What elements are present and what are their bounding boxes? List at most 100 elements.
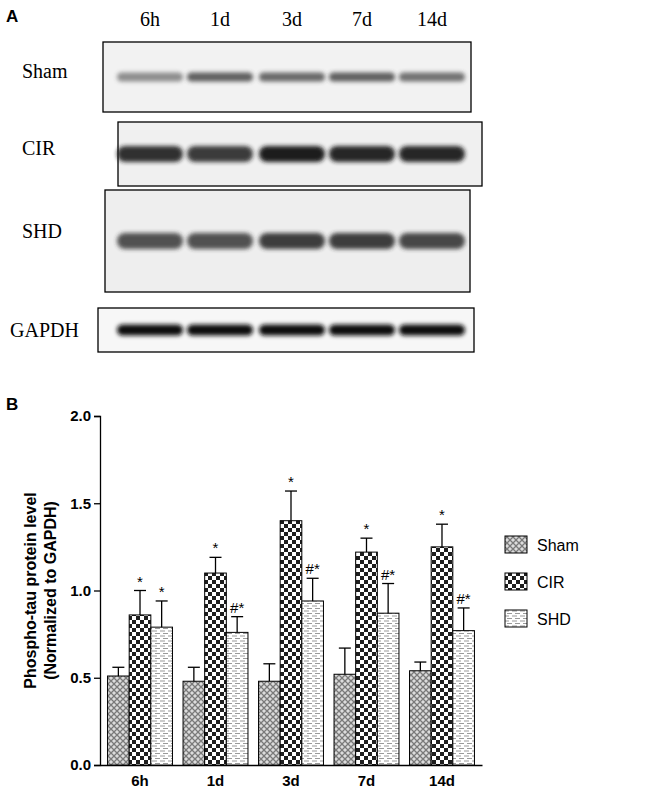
significance-mark: #* xyxy=(230,599,244,616)
x-tick: 14d xyxy=(429,765,455,789)
error-bar xyxy=(360,538,372,552)
x-tick-label: 3d xyxy=(282,772,300,789)
blot-frame xyxy=(118,122,482,186)
error-bar-cap xyxy=(458,607,470,608)
error-bar xyxy=(382,584,394,614)
error-bar xyxy=(307,578,319,601)
error-bar-cap xyxy=(339,647,351,648)
legend: ShamCIRSHD xyxy=(505,536,579,628)
bar xyxy=(129,615,151,765)
legend-swatch xyxy=(505,573,527,590)
blot-frame xyxy=(98,308,474,352)
x-tick-label: 1d xyxy=(207,772,225,789)
blot-band xyxy=(117,325,183,336)
y-axis: 0.00.51.01.52.0 xyxy=(70,407,100,773)
significance-mark: * xyxy=(288,473,294,490)
legend-label: CIR xyxy=(537,574,565,591)
x-tick-label: 6h xyxy=(131,772,149,789)
blot-band xyxy=(117,146,183,162)
blot-band xyxy=(259,325,325,336)
annotations: ******#*#*#*#* xyxy=(137,473,471,616)
y-axis-title: (Normalized to GAPDH) xyxy=(42,501,59,680)
error-bar-stem xyxy=(344,648,345,674)
significance-mark: * xyxy=(137,573,143,590)
x-tick: 3d xyxy=(282,765,300,789)
error-bar xyxy=(436,524,448,547)
bar xyxy=(183,681,205,765)
error-bar xyxy=(414,662,426,671)
y-tick-label: 2.0 xyxy=(70,407,91,424)
bar xyxy=(334,674,356,765)
blot-band xyxy=(329,233,395,249)
y-tick: 0.0 xyxy=(70,756,100,773)
error-bar-stem xyxy=(441,524,442,547)
significance-mark: #* xyxy=(381,566,395,583)
legend-swatch xyxy=(505,536,527,553)
lane-label: 3d xyxy=(282,8,302,30)
lane-label: 14d xyxy=(417,8,447,30)
error-bar-cap xyxy=(307,578,319,579)
error-bar-cap xyxy=(382,583,394,584)
y-tick-mark xyxy=(94,678,100,679)
significance-mark: * xyxy=(364,520,370,537)
y-tick: 1.5 xyxy=(70,495,100,512)
blot-band xyxy=(329,146,395,162)
error-bar xyxy=(231,617,243,633)
y-tick-mark xyxy=(94,590,100,591)
bar xyxy=(151,627,173,765)
error-bar-stem xyxy=(215,557,216,573)
blot-band xyxy=(399,146,465,162)
error-bar-cap xyxy=(436,524,448,525)
y-tick-mark xyxy=(94,765,100,766)
error-bar-stem xyxy=(387,584,388,614)
error-bar xyxy=(263,664,275,681)
y-tick-label: 0.0 xyxy=(70,756,91,773)
significance-mark: #* xyxy=(457,590,471,607)
bar xyxy=(302,601,324,765)
error-bar-stem xyxy=(193,667,194,681)
row-label: SHD xyxy=(22,220,62,242)
panel-label: B xyxy=(6,395,18,414)
bar xyxy=(226,632,248,765)
bar xyxy=(108,676,130,765)
x-axis: 6h1d3d7d14d xyxy=(101,765,483,789)
error-bar-cap xyxy=(112,667,124,668)
panel-label: A xyxy=(6,7,18,26)
error-bar-cap xyxy=(414,661,426,662)
y-tick-label: 1.0 xyxy=(70,582,91,599)
blot-band xyxy=(259,233,325,249)
blot-frame xyxy=(103,42,471,112)
blot-band xyxy=(187,233,253,249)
blot-band xyxy=(329,325,395,336)
bar xyxy=(410,671,432,765)
blot-band xyxy=(187,146,253,162)
y-tick-mark xyxy=(94,503,100,504)
lane-label: 6h xyxy=(140,8,160,30)
error-bar xyxy=(210,557,222,573)
error-bar-cap xyxy=(188,667,200,668)
error-bar-stem xyxy=(139,591,140,615)
y-tick-label: 1.5 xyxy=(70,495,91,512)
error-bar-cap xyxy=(134,590,146,591)
significance-mark: * xyxy=(213,539,219,556)
error-bar-stem xyxy=(161,601,162,627)
lane-label: 1d xyxy=(210,8,230,30)
error-bar-cap xyxy=(263,663,275,664)
row-label: GAPDH xyxy=(10,319,79,341)
blot-band xyxy=(117,233,183,249)
error-bar-cap xyxy=(231,616,243,617)
error-bar-cap xyxy=(210,557,222,558)
blot-band xyxy=(399,233,465,249)
blot-band xyxy=(187,73,253,82)
error-bar-stem xyxy=(366,538,367,552)
blot-band xyxy=(399,73,465,82)
significance-mark: #* xyxy=(306,560,320,577)
error-bar xyxy=(458,608,470,631)
blot-band xyxy=(187,325,253,336)
error-bar-stem xyxy=(118,667,119,676)
blot-band xyxy=(329,73,395,82)
x-tick: 1d xyxy=(207,765,225,789)
y-tick-mark xyxy=(94,416,100,417)
row-label: Sham xyxy=(22,60,68,82)
significance-mark: * xyxy=(159,583,165,600)
